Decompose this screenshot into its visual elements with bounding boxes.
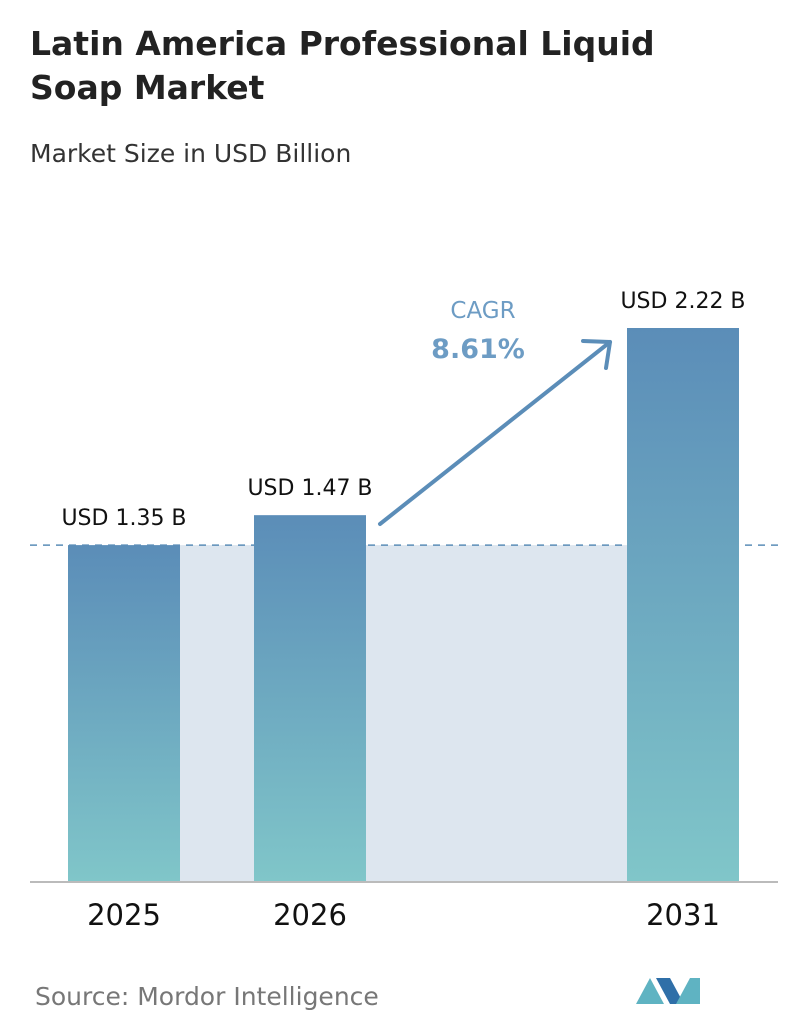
chart-subtitle: Market Size in USD Billion bbox=[30, 139, 351, 168]
band bbox=[180, 545, 627, 882]
cagr-label: CAGR bbox=[450, 298, 515, 324]
x-tick-label: 2026 bbox=[273, 898, 347, 932]
value-label: USD 1.35 B bbox=[61, 506, 186, 531]
title-box: Latin America Professional Liquid Soap M… bbox=[30, 24, 655, 107]
value-label: USD 2.22 B bbox=[620, 289, 745, 314]
cagr-arrowhead bbox=[581, 339, 612, 370]
x-tick-label: 2025 bbox=[87, 898, 161, 932]
x-tick-label: 2031 bbox=[646, 898, 720, 932]
bar bbox=[627, 328, 739, 882]
chart-title: Latin America Professional Liquid Soap M… bbox=[30, 24, 655, 107]
cagr-arrow bbox=[378, 340, 612, 526]
bar bbox=[68, 545, 180, 882]
source: Source: Mordor Intelligence bbox=[35, 982, 379, 1011]
value-label: USD 1.47 B bbox=[247, 476, 372, 501]
bar bbox=[254, 515, 366, 882]
cagr-value: 8.61% bbox=[431, 334, 525, 365]
logo bbox=[636, 978, 700, 1004]
